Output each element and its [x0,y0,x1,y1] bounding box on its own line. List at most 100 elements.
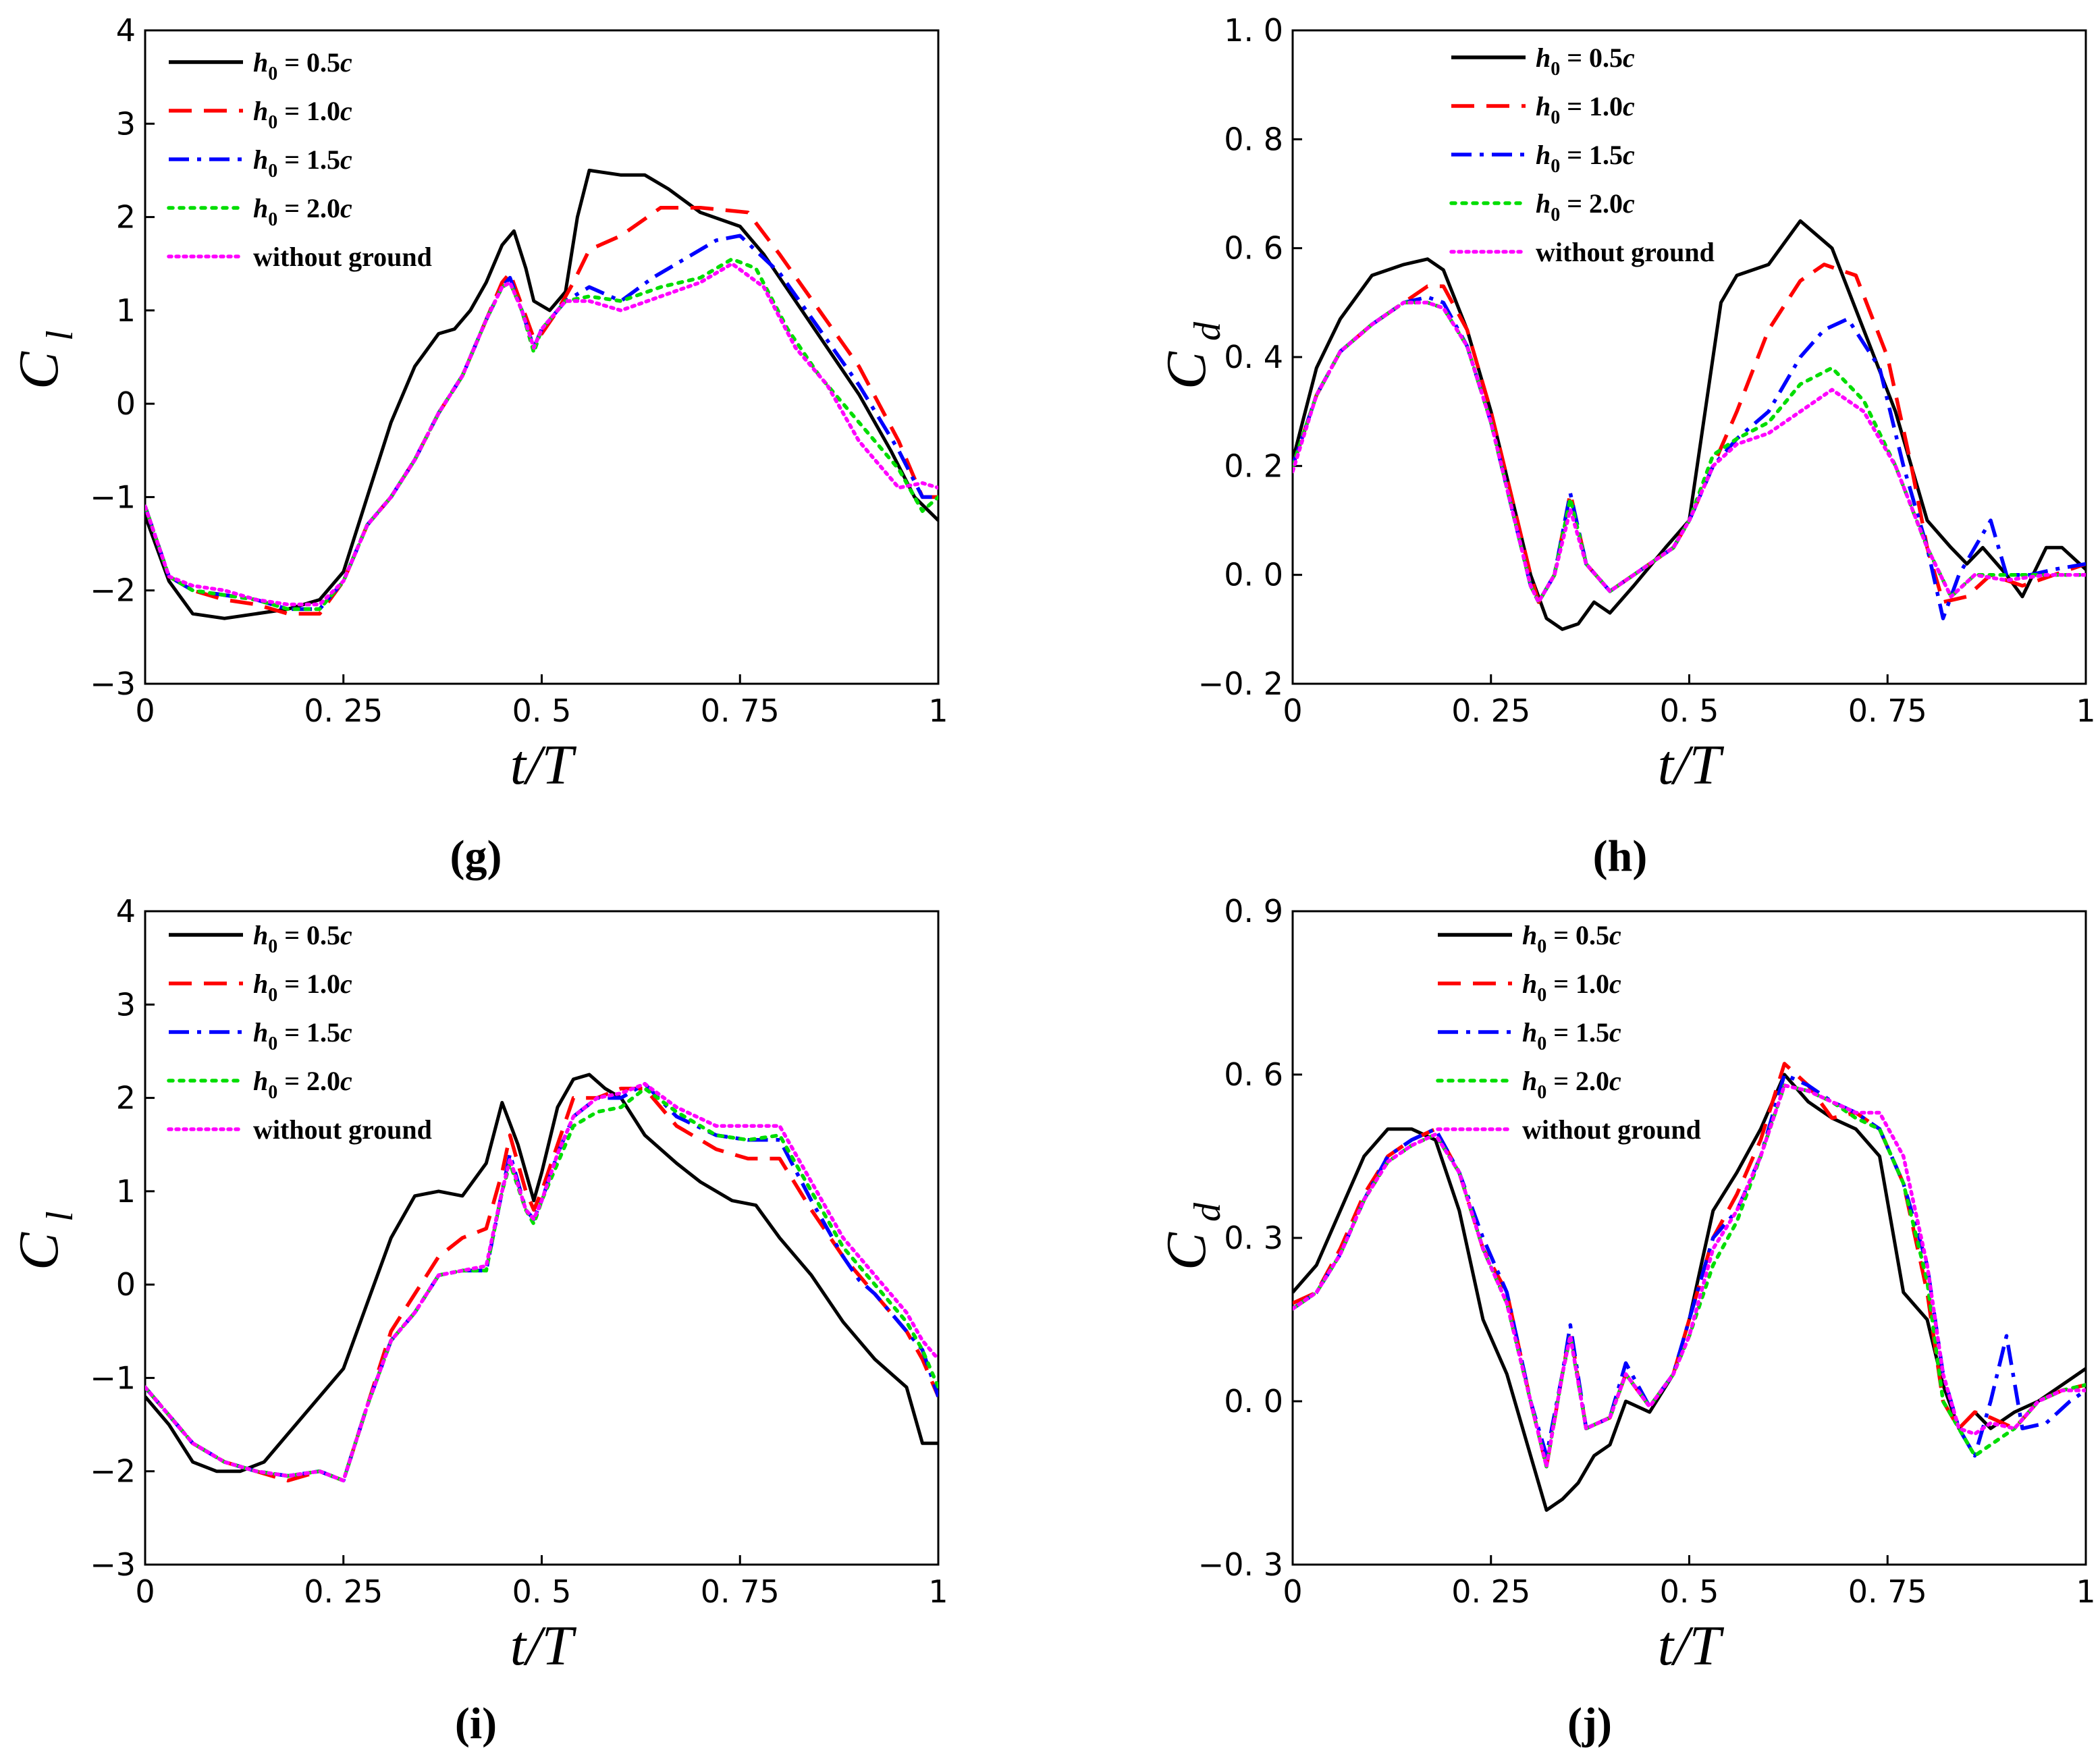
y-axis-label: Cl [7,330,81,389]
legend-sub: 0 [268,1033,277,1054]
legend-unit: c [340,47,352,78]
legend-unit: c [1623,188,1635,219]
legend-value: = 0.5 [1546,920,1609,950]
y-axis-label-main: C [7,1232,70,1270]
legend-sub: 0 [268,985,277,1006]
series-line-5 [145,1082,938,1483]
legend-value: without ground [253,1114,432,1145]
y-tick-label: 2 [116,199,136,236]
legend-var: h [1536,43,1551,73]
series-group [145,1073,938,1483]
legend-label-4: h0 = 2.0c [253,193,352,230]
x-tick-label: 0. 5 [512,1573,572,1610]
y-axis-label: Cd [1155,1202,1229,1270]
legend-value: = 0.5 [1560,43,1623,73]
legend-value: = 2.0 [1546,1066,1609,1096]
legend-var: h [253,1066,268,1096]
legend-unit: c [340,920,352,950]
y-tick-label: 4 [116,893,136,929]
x-tick-label: 0 [135,1573,155,1610]
y-tick-label: 3 [116,105,136,142]
x-tick-label: 0. 75 [1848,693,1927,729]
x-tick-label: 1 [928,693,948,729]
y-tick-label: 0. 2 [1224,448,1283,484]
x-tick-label: 0. 5 [1660,693,1719,729]
y-tick-label: 1 [116,292,136,329]
legend-value: = 0.5 [277,47,340,78]
legend-value: = 2.0 [277,1066,340,1096]
y-tick-label: 4 [116,12,136,49]
legend-var: h [1522,920,1537,950]
series-line-5 [1293,1083,2086,1469]
legend-sub: 0 [1551,156,1560,177]
x-tick-label: 0. 25 [1451,1573,1530,1610]
y-tick-label: 0. 6 [1224,230,1283,267]
legend-sub: 0 [268,161,277,182]
legend-label-1: h0 = 0.5c [1536,43,1635,80]
legend-sub: 0 [268,63,277,84]
x-tick-label: 0 [1283,1573,1302,1610]
legend-value: = 1.5 [1560,140,1623,170]
y-axis-label-sub: d [1187,1202,1229,1222]
y-tick-label: 0. 0 [1224,557,1283,593]
series-group [1293,219,2086,631]
legend-value: = 2.0 [277,193,340,223]
legend-label-5: without ground [253,1114,432,1145]
legend-unit: c [1623,43,1635,73]
series-group [1293,1062,2086,1512]
legend-var: h [253,144,268,175]
x-tick-label: 1 [2076,1573,2095,1610]
y-axis-label: Cl [7,1211,81,1270]
x-tick-label: 0. 75 [701,1573,780,1610]
legend-var: h [1536,188,1551,219]
series-line-2 [145,1086,938,1483]
legend-value: without ground [1522,1114,1701,1145]
x-axis-label: t/T [1658,734,1725,796]
y-tick-label: 0. 3 [1224,1220,1283,1256]
chart-panel-j: 0 0. 25 0. 5 0. 75 1 −0. 3 0. 0 0. 3 0. 6 0. 9 t/T… [1155,893,2096,1748]
legend-sub: 0 [1537,1082,1546,1103]
legend-label-1: h0 = 0.5c [253,920,352,957]
y-axis-label-main: C [1155,351,1218,389]
y-tick-label: −3 [90,666,136,702]
legend-unit: c [340,96,352,126]
legend-label-2: h0 = 1.0c [1522,969,1621,1006]
x-tick-label: 0. 25 [304,693,383,729]
legend-label-4: h0 = 2.0c [1536,188,1635,225]
legend-sub: 0 [1537,1033,1546,1054]
x-tick-label: 1 [928,1573,948,1610]
legend-value: = 0.5 [277,920,340,950]
y-axis-label-main: C [1155,1232,1218,1270]
legend-var: h [253,969,268,999]
legend-sub: 0 [268,936,277,957]
x-axis-label: t/T [1658,1615,1725,1677]
y-tick-label: 0. 6 [1224,1056,1283,1093]
legend-label-4: h0 = 2.0c [253,1066,352,1103]
legend-value: without ground [1536,237,1715,267]
legend-label-3: h0 = 1.5c [253,1017,352,1054]
y-tick-label: −0. 2 [1198,666,1283,702]
y-axis-label-main: C [7,351,70,389]
legend-sub: 0 [1551,205,1560,225]
legend-value: = 1.0 [1546,969,1609,999]
legend-var: h [253,47,268,78]
legend-unit: c [340,193,352,223]
panel-label-j: (j) [1567,1699,1612,1748]
y-tick-label: 0. 8 [1224,121,1283,157]
legend-sub: 0 [1537,936,1546,957]
x-tick-label: 0. 25 [1451,693,1530,729]
legend-unit: c [1609,920,1621,950]
y-tick-label: 0 [116,1266,136,1303]
legend-label-3: h0 = 1.5c [1536,140,1635,177]
legend-var: h [253,1017,268,1048]
legend-var: h [253,193,268,223]
x-tick-label: 0 [135,693,155,729]
y-axis-label-sub: d [1187,321,1229,341]
legend-sub: 0 [1551,107,1560,128]
panel-label-h: (h) [1593,832,1648,881]
legend-unit: c [1609,969,1621,999]
panel-label-g: (g) [450,832,502,881]
